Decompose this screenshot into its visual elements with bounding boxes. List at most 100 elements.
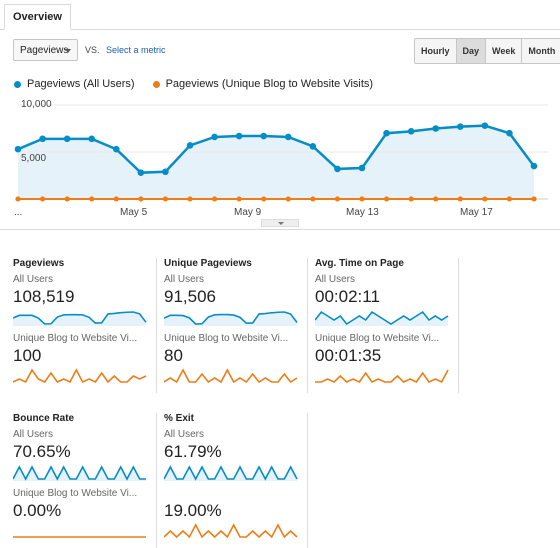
segment-label-unique-blog: Unique Blog to Website Vi...	[164, 333, 304, 344]
data-point-unique-blog[interactable]	[433, 196, 438, 201]
data-point-all-users[interactable]	[211, 134, 218, 141]
data-point-unique-blog[interactable]	[187, 196, 192, 201]
legend-item-unique-blog[interactable]: Pageviews (Unique Blog to Website Visits…	[153, 78, 373, 90]
data-point-unique-blog[interactable]	[15, 196, 20, 201]
segment-label-all-users: All Users	[13, 274, 53, 285]
chart-legend: Pageviews (All Users) Pageviews (Unique …	[14, 78, 391, 90]
granularity-week-button[interactable]: Week	[485, 39, 521, 63]
data-point-all-users[interactable]	[310, 143, 317, 150]
segment-label-all-users: All Users	[315, 274, 355, 285]
data-point-unique-blog[interactable]	[482, 196, 487, 201]
resize-arrow-icon	[278, 222, 284, 225]
data-point-all-users[interactable]	[260, 133, 267, 140]
metric-card-avg-time-on-page[interactable]: Avg. Time on Page All Users 00:02:11 Unique…	[315, 258, 459, 393]
data-point-unique-blog[interactable]	[138, 196, 143, 201]
data-point-unique-blog[interactable]	[458, 196, 463, 201]
metric-value-unique-blog: 19.00%	[164, 501, 222, 521]
data-point-unique-blog[interactable]	[286, 196, 291, 201]
granularity-day-button[interactable]: Day	[456, 39, 486, 63]
metric-value-unique-blog: 100	[13, 346, 41, 366]
metric-value-all-users: 00:02:11	[315, 287, 380, 307]
data-point-all-users[interactable]	[408, 128, 415, 135]
granularity-hourly-button[interactable]: Hourly	[415, 39, 456, 63]
metric-title: % Exit	[164, 413, 194, 424]
segment-label-unique-blog: Unique Blog to Website Vi...	[13, 333, 153, 344]
metric-value-unique-blog: 00:01:35	[315, 346, 381, 366]
data-point-unique-blog[interactable]	[384, 196, 389, 201]
data-point-unique-blog[interactable]	[359, 196, 364, 201]
granularity-month-button[interactable]: Month	[521, 39, 560, 63]
data-point-all-users[interactable]	[359, 165, 366, 172]
data-point-unique-blog[interactable]	[261, 196, 266, 201]
sparkline-line	[164, 467, 297, 479]
x-tick-label: ...	[14, 207, 22, 218]
data-point-unique-blog[interactable]	[212, 196, 217, 201]
select-metric-link[interactable]: Select a metric	[106, 45, 166, 55]
legend-dot-orange	[153, 81, 160, 88]
legend-item-all-users[interactable]: Pageviews (All Users)	[14, 78, 135, 90]
x-tick-label: May 5	[120, 207, 148, 218]
data-point-all-users[interactable]	[285, 134, 292, 141]
x-tick-label: May 13	[346, 207, 379, 218]
metric-value-all-users: 70.65%	[13, 442, 71, 462]
metric-value-all-users: 61.79%	[164, 442, 222, 462]
sparkline-line	[164, 370, 297, 382]
data-point-unique-blog[interactable]	[89, 196, 94, 201]
data-point-all-users[interactable]	[39, 136, 46, 143]
data-point-all-users[interactable]	[383, 130, 390, 137]
metric-value-unique-blog: 80	[164, 346, 183, 366]
vs-label: VS.	[85, 45, 100, 55]
tab-bar: Overview	[0, 0, 560, 30]
tab-overview[interactable]: Overview	[4, 4, 71, 30]
metric-card-pageviews[interactable]: Pageviews All Users 108,519 Unique Blog to …	[13, 258, 157, 393]
sparkline-line	[315, 370, 448, 382]
line-chart[interactable]: 10,000 5,000 ... May 5 May 9 May 13 May …	[0, 95, 560, 220]
data-point-all-users[interactable]	[64, 136, 71, 143]
segment-label-all-users: All Users	[164, 429, 204, 440]
data-point-all-users[interactable]	[236, 133, 243, 140]
chart-resize-handle[interactable]	[261, 219, 299, 227]
data-point-all-users[interactable]	[482, 122, 489, 129]
metric-card-exit-rate[interactable]: % Exit All Users 61.79% 19.00%	[164, 413, 308, 548]
data-point-all-users[interactable]	[457, 123, 464, 130]
metric-title: Bounce Rate	[13, 413, 74, 424]
data-point-all-users[interactable]	[187, 142, 194, 149]
sparkline-unique-blog	[315, 368, 449, 384]
legend-label: Pageviews (All Users)	[27, 78, 135, 90]
sparkline-all-users	[13, 465, 147, 481]
data-point-unique-blog[interactable]	[409, 196, 414, 201]
data-point-unique-blog[interactable]	[335, 196, 340, 201]
metric-title: Avg. Time on Page	[315, 258, 404, 269]
segment-label-unique-blog: Unique Blog to Website Vi...	[315, 333, 455, 344]
data-point-unique-blog[interactable]	[65, 196, 70, 201]
data-point-unique-blog[interactable]	[507, 196, 512, 201]
metric-title: Pageviews	[13, 258, 64, 269]
data-point-all-users[interactable]	[531, 163, 538, 170]
sparkline-all-users	[164, 310, 298, 326]
data-point-unique-blog[interactable]	[40, 196, 45, 201]
data-point-all-users[interactable]	[113, 146, 120, 153]
data-point-all-users[interactable]	[15, 146, 22, 153]
data-point-unique-blog[interactable]	[531, 196, 536, 201]
metric-selector[interactable]: Pageviews	[13, 39, 78, 61]
sparkline-all-users	[13, 310, 147, 326]
data-point-all-users[interactable]	[506, 130, 513, 137]
data-point-all-users[interactable]	[432, 125, 439, 132]
sparkline-unique-blog	[164, 368, 298, 384]
x-tick-label: May 17	[460, 207, 493, 218]
sparkline-unique-blog	[13, 368, 147, 384]
data-point-unique-blog[interactable]	[114, 196, 119, 201]
data-point-all-users[interactable]	[162, 168, 169, 175]
x-tick-label: May 9	[234, 207, 262, 218]
data-point-unique-blog[interactable]	[237, 196, 242, 201]
data-point-all-users[interactable]	[138, 169, 145, 176]
data-point-unique-blog[interactable]	[163, 196, 168, 201]
legend-dot-blue	[14, 81, 21, 88]
data-point-all-users[interactable]	[334, 166, 341, 173]
data-point-all-users[interactable]	[88, 136, 95, 143]
data-point-unique-blog[interactable]	[310, 196, 315, 201]
segment-label-unique-blog: Unique Blog to Website Vi...	[13, 488, 153, 499]
metric-value-all-users: 108,519	[13, 287, 74, 307]
